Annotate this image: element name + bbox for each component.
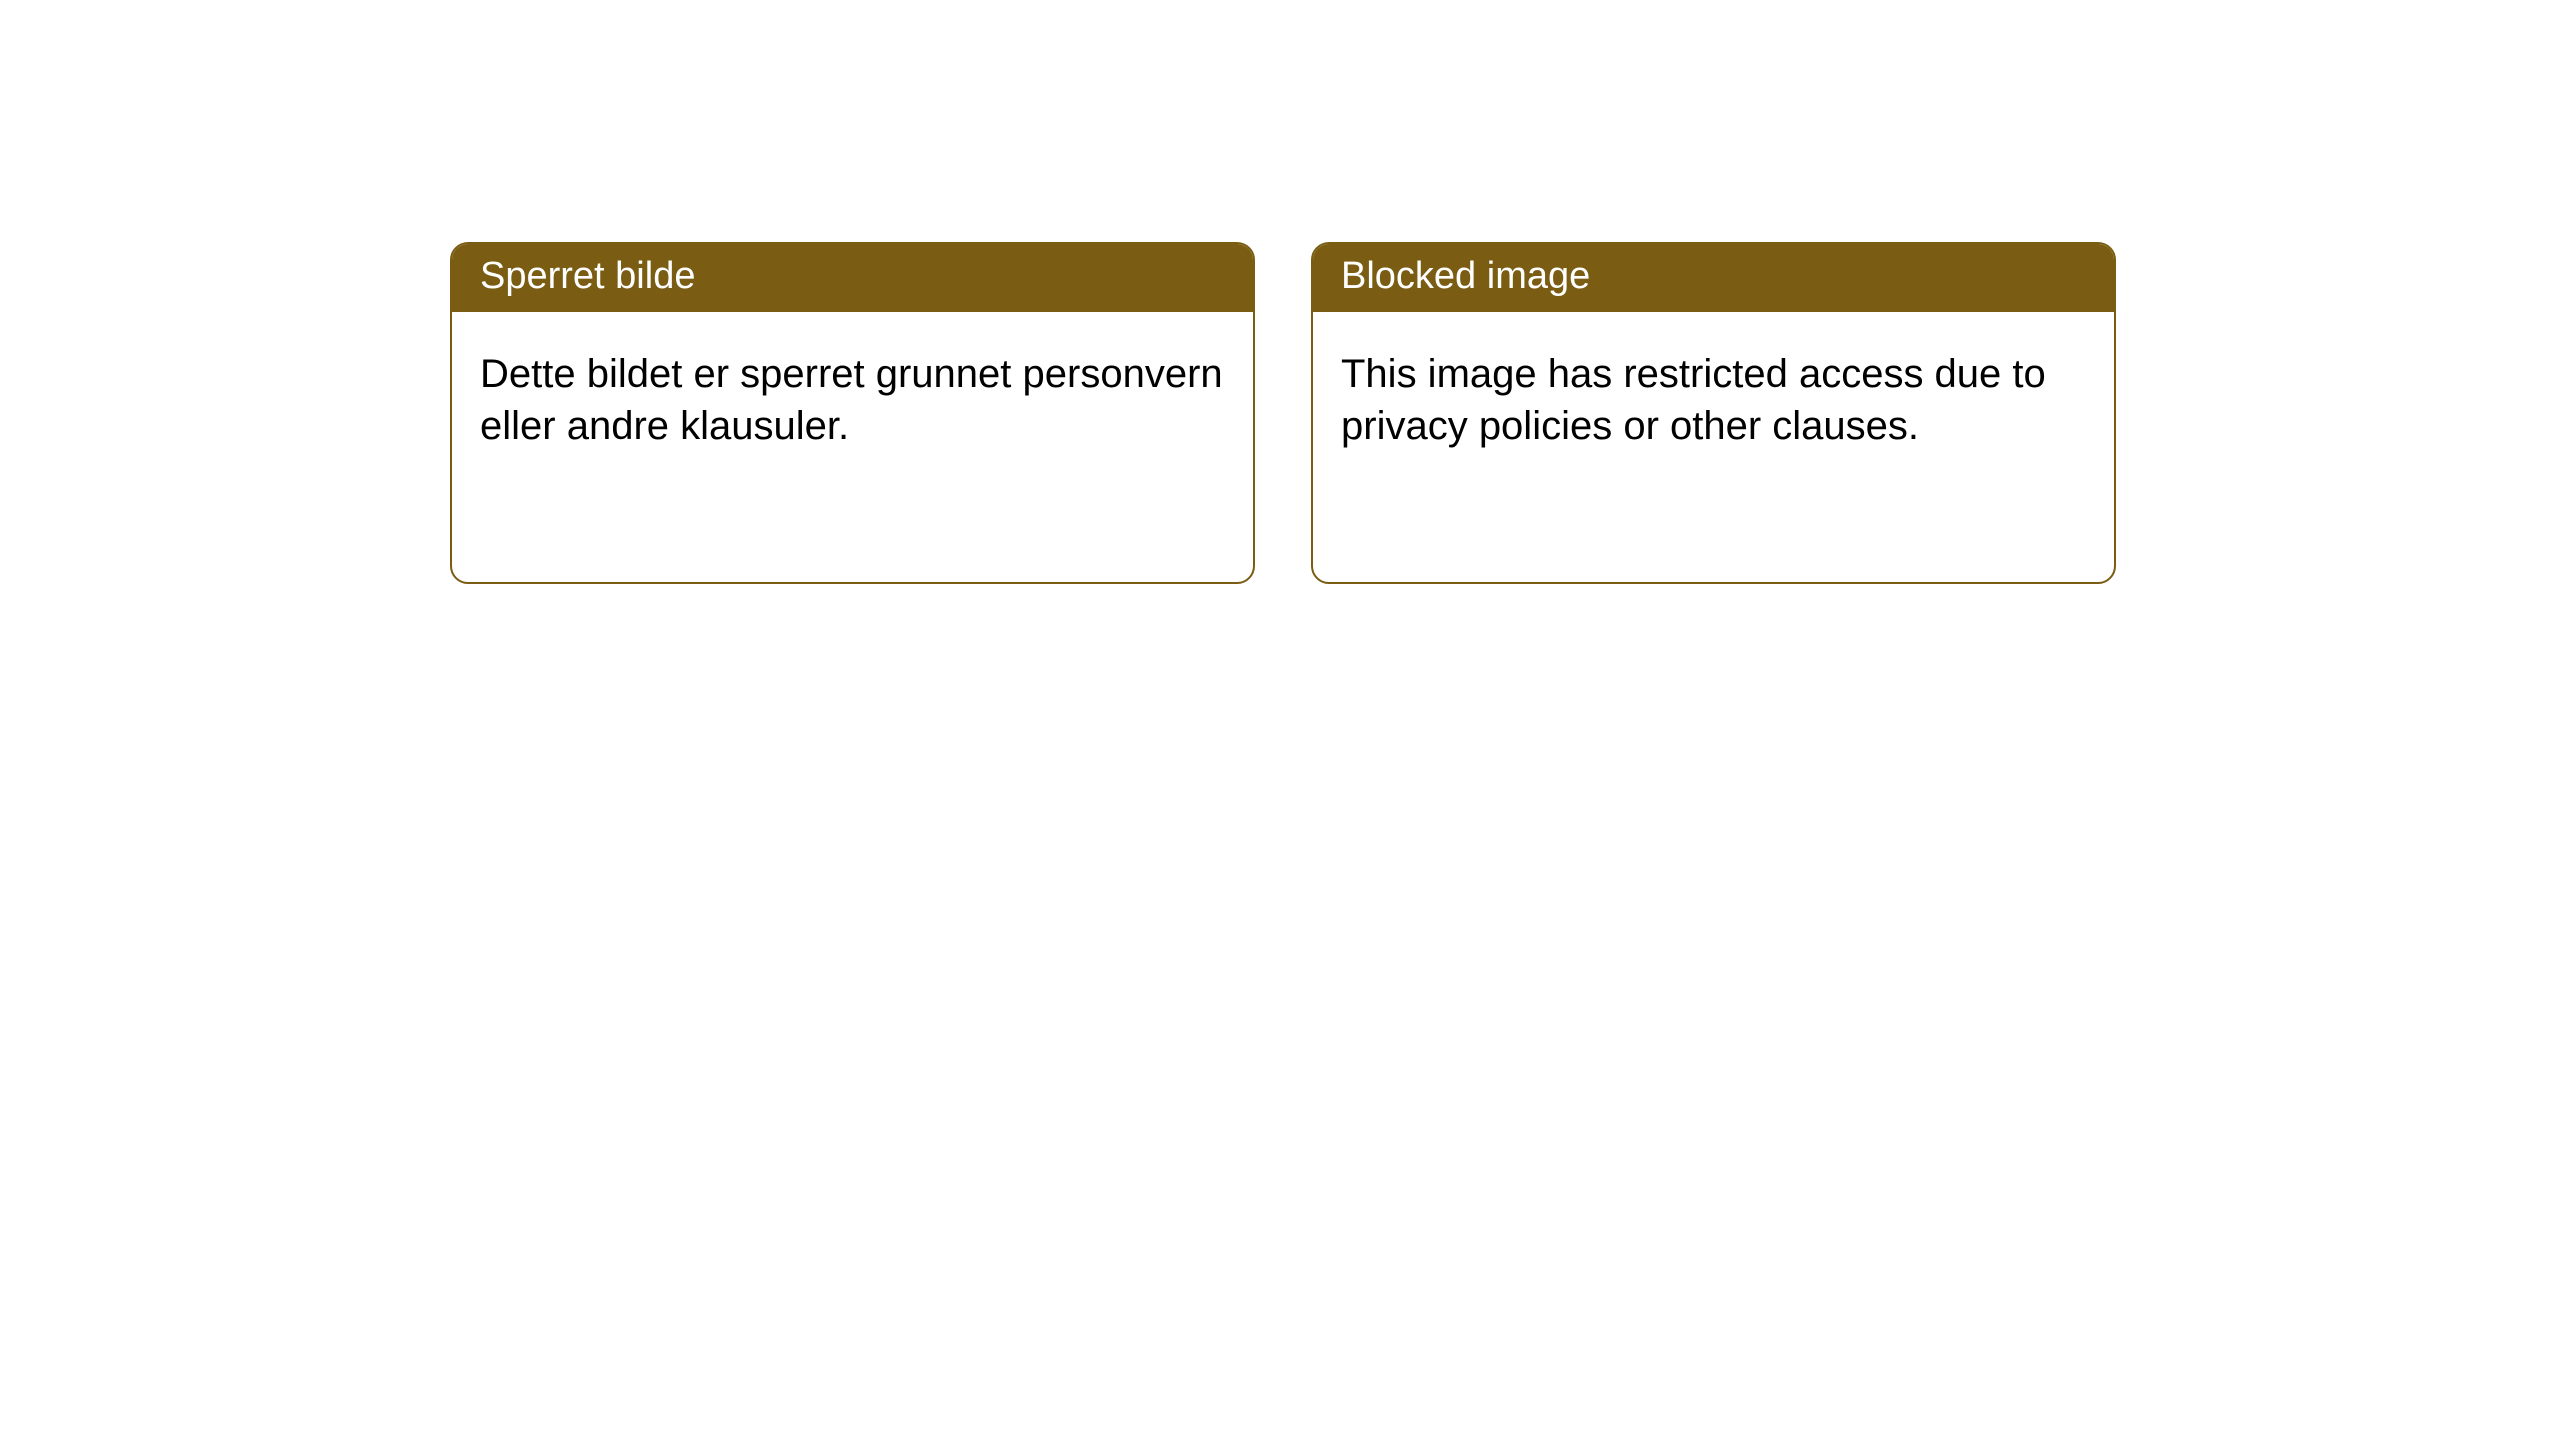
notice-header-text: Blocked image <box>1341 255 1590 297</box>
notice-container: Sperret bilde Dette bildet er sperret gr… <box>0 0 2560 584</box>
notice-header: Sperret bilde <box>452 244 1253 312</box>
notice-body: Dette bildet er sperret grunnet personve… <box>452 312 1253 582</box>
notice-body-text: This image has restricted access due to … <box>1341 352 2046 448</box>
notice-body-text: Dette bildet er sperret grunnet personve… <box>480 352 1223 448</box>
notice-header-text: Sperret bilde <box>480 255 695 297</box>
notice-header: Blocked image <box>1313 244 2114 312</box>
notice-body: This image has restricted access due to … <box>1313 312 2114 582</box>
notice-card-norwegian: Sperret bilde Dette bildet er sperret gr… <box>450 242 1255 584</box>
notice-card-english: Blocked image This image has restricted … <box>1311 242 2116 584</box>
